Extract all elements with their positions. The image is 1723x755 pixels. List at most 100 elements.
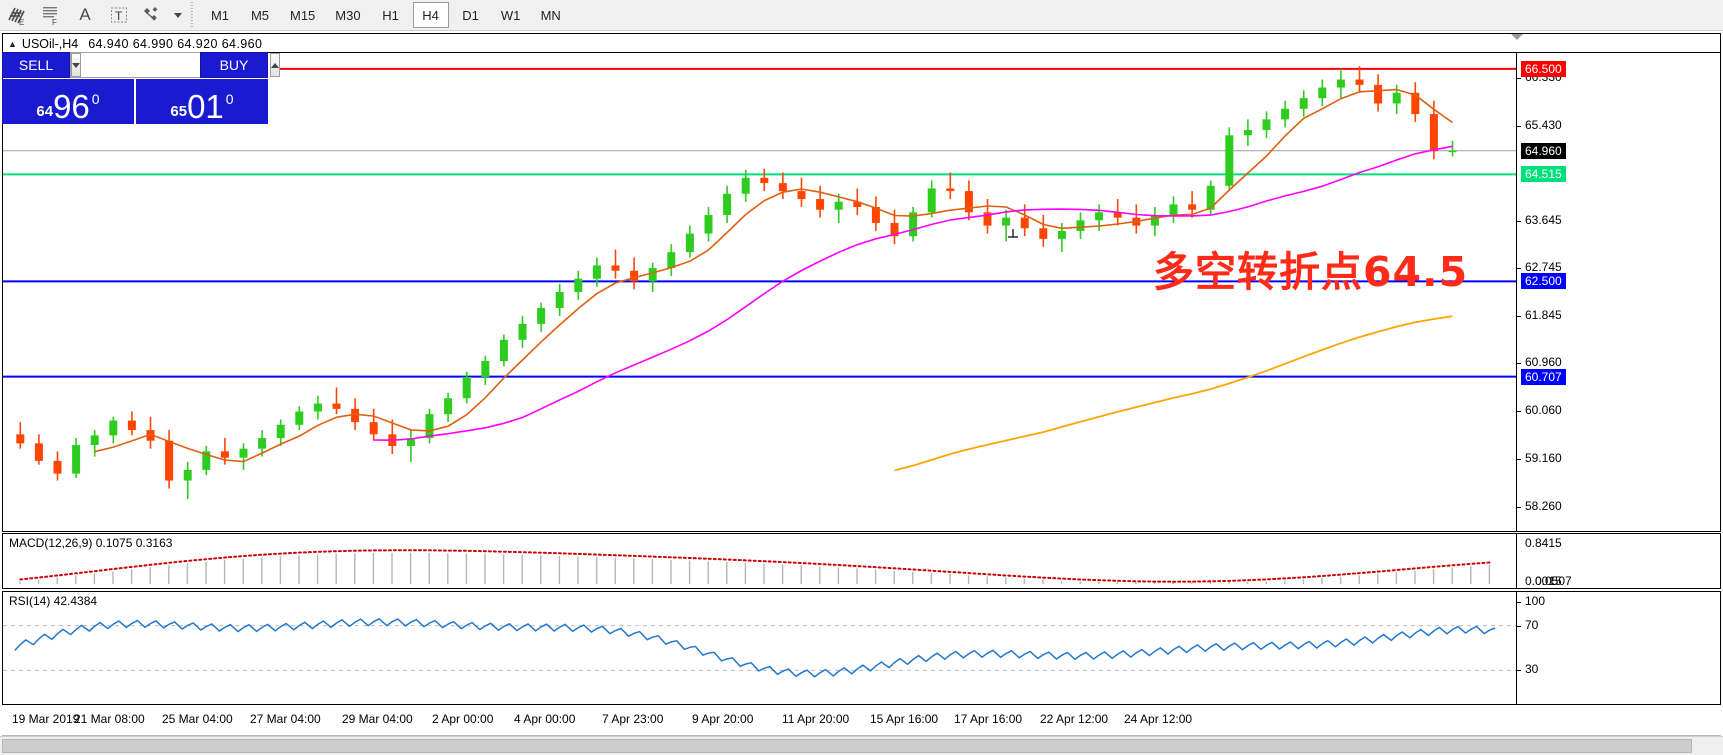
trade-panel-price-row: 64 96 0 65 01 0 — [2, 79, 268, 124]
timeframe-w1[interactable]: W1 — [500, 7, 521, 23]
price-axis-label: 60.960 — [1525, 355, 1562, 370]
price-level-label[interactable]: 62.500 — [1521, 273, 1566, 290]
objects-tool-icon[interactable] — [136, 1, 170, 29]
timeframe-mn[interactable]: MN — [540, 7, 561, 23]
price-axis-tick — [1517, 410, 1521, 412]
svg-text:T: T — [115, 9, 123, 23]
grid-chart-icon[interactable]: F — [34, 1, 68, 29]
price-axis-tick — [1517, 77, 1521, 79]
buy-button[interactable]: BUY — [200, 52, 268, 78]
sell-price-button[interactable]: 64 96 0 — [2, 79, 134, 124]
svg-text:F: F — [52, 18, 57, 26]
rsi-axis-tick — [1517, 602, 1521, 603]
macd-axis[interactable]: 0.8415 0.0015 0.0507 — [1516, 534, 1720, 588]
sell-button[interactable]: SELL — [2, 52, 70, 78]
time-axis-label: 22 Apr 12:00 — [1040, 712, 1109, 726]
pane-collapse-marker[interactable] — [1511, 34, 1523, 40]
collapse-arrow-icon[interactable]: ▲ — [8, 38, 17, 49]
text-label-tool-icon[interactable]: T — [102, 1, 136, 29]
price-axis[interactable]: 66.330 65.430 63.645 62.745 61.845 60.960 60.0… — [1516, 53, 1720, 531]
macd-pane: MACD(12,26,9) 0.1075 0.3163 0.8415 0.0015… — [2, 533, 1721, 589]
price-axis-tick — [1517, 506, 1521, 508]
time-axis-label: 19 Mar 2019 — [12, 712, 80, 726]
price-axis-label: 61.845 — [1525, 308, 1562, 323]
sell-price-fraction: 0 — [91, 91, 100, 107]
price-axis-tick — [1517, 363, 1521, 365]
rsi-axis-label: 100 — [1525, 594, 1546, 608]
time-axis[interactable]: 19 Mar 2019 21 Mar 08:00 25 Mar 04:00 27 Ma… — [2, 706, 1721, 736]
chevron-down-icon[interactable] — [170, 1, 186, 29]
time-axis-label: 25 Mar 04:00 — [162, 712, 233, 726]
rsi-pane: RSI(14) 42.4384 100 70 30 — [2, 591, 1721, 705]
candlestick-chart-icon[interactable]: E — [0, 1, 34, 29]
price-axis-label: 63.645 — [1525, 212, 1562, 227]
timeframe-h1[interactable]: H1 — [382, 7, 399, 23]
price-chart-pane: 多空转折点64.5 66.330 65.430 63.645 62.745 61.845… — [2, 52, 1721, 532]
time-axis-label: 7 Apr 23:00 — [602, 712, 664, 726]
buy-price-fraction: 0 — [225, 91, 234, 107]
timeframe-group: M1 M5 M15 M30 H1 H4 D1 W1 MN — [200, 2, 571, 28]
rsi-axis-tick — [1517, 670, 1521, 672]
horizontal-scrollbar[interactable] — [0, 736, 1723, 755]
timeframe-h4[interactable]: H4 — [412, 2, 449, 28]
time-axis-label: 29 Mar 04:00 — [342, 712, 413, 726]
time-axis-label: 27 Mar 04:00 — [250, 712, 321, 726]
rsi-plot-area[interactable]: RSI(14) 42.4384 — [3, 592, 1516, 704]
time-axis-label: 24 Apr 12:00 — [1124, 712, 1193, 726]
macd-axis-label: 0.8415 — [1525, 536, 1562, 550]
price-level-label[interactable]: 66.500 — [1521, 60, 1566, 77]
time-axis-label: 4 Apr 00:00 — [514, 712, 576, 726]
price-level-label[interactable]: 64.515 — [1521, 166, 1566, 183]
volume-stepper[interactable] — [70, 52, 280, 78]
main-toolbar: E F A T — [0, 0, 1723, 31]
time-axis-label: 17 Apr 16:00 — [954, 712, 1023, 726]
time-axis-label: 2 Apr 00:00 — [432, 712, 494, 726]
timeframe-m30[interactable]: M30 — [335, 7, 361, 23]
price-axis-tick — [1517, 316, 1521, 318]
scrollbar-thumb[interactable] — [2, 739, 1692, 753]
one-click-trading-panel: SELL BUY 64 96 0 65 01 0 — [2, 52, 280, 124]
time-axis-label: 15 Apr 16:00 — [870, 712, 939, 726]
price-axis-label: 62.745 — [1525, 260, 1562, 275]
rsi-title: RSI(14) 42.4384 — [9, 594, 98, 608]
price-axis-tick — [1517, 125, 1521, 127]
symbol-name: USOil-,H4 — [21, 36, 79, 51]
symbol-info-bar: ▲ USOil-,H4 64.940 64.990 64.920 64.960 — [2, 33, 1721, 53]
time-axis-label: 9 Apr 20:00 — [692, 712, 754, 726]
price-level-label[interactable]: 60.707 — [1521, 368, 1566, 385]
rsi-axis[interactable]: 100 70 30 — [1516, 592, 1720, 704]
price-axis-label: 58.260 — [1525, 498, 1562, 513]
rsi-axis-label: 70 — [1525, 617, 1539, 632]
volume-increment-icon[interactable] — [270, 53, 280, 77]
svg-text:E: E — [19, 18, 24, 26]
timeframe-m5[interactable]: M5 — [250, 7, 270, 23]
trade-panel-top-row: SELL BUY — [2, 52, 280, 78]
macd-plot-area[interactable]: MACD(12,26,9) 0.1075 0.3163 — [3, 534, 1516, 588]
buy-price-integer: 65 — [170, 103, 188, 120]
macd-axis-label: 0.0015 — [1525, 574, 1562, 588]
rsi-axis-tick — [1517, 625, 1521, 627]
price-axis-tick — [1517, 458, 1521, 460]
price-axis-tick — [1517, 268, 1521, 270]
volume-decrement-icon[interactable] — [71, 53, 81, 77]
chart-annotation-text: 多空转折点64.5 — [1153, 248, 1469, 296]
price-axis-tick — [1517, 220, 1521, 222]
sell-price-decimal: 96 — [53, 88, 90, 124]
price-plot-area[interactable]: 多空转折点64.5 — [3, 53, 1516, 531]
buy-price-decimal: 01 — [187, 88, 224, 124]
toolbar-separator — [190, 2, 193, 28]
price-level-label[interactable]: 64.960 — [1521, 142, 1566, 159]
sell-price-integer: 64 — [36, 103, 54, 120]
timeframe-m1[interactable]: M1 — [210, 7, 230, 23]
timeframe-m15[interactable]: M15 — [290, 7, 316, 23]
text-tool-icon[interactable]: A — [79, 5, 91, 24]
rsi-axis-label: 30 — [1525, 662, 1539, 677]
price-axis-label: 65.430 — [1525, 117, 1562, 132]
time-axis-label: 21 Mar 08:00 — [74, 712, 145, 726]
timeframe-d1[interactable]: D1 — [462, 7, 479, 23]
macd-axis-label: 0.0507 — [1535, 574, 1572, 588]
symbol-ohlc: 64.940 64.990 64.920 64.960 — [88, 36, 263, 51]
price-axis-label: 60.060 — [1525, 402, 1562, 417]
buy-price-button[interactable]: 65 01 0 — [136, 79, 268, 124]
